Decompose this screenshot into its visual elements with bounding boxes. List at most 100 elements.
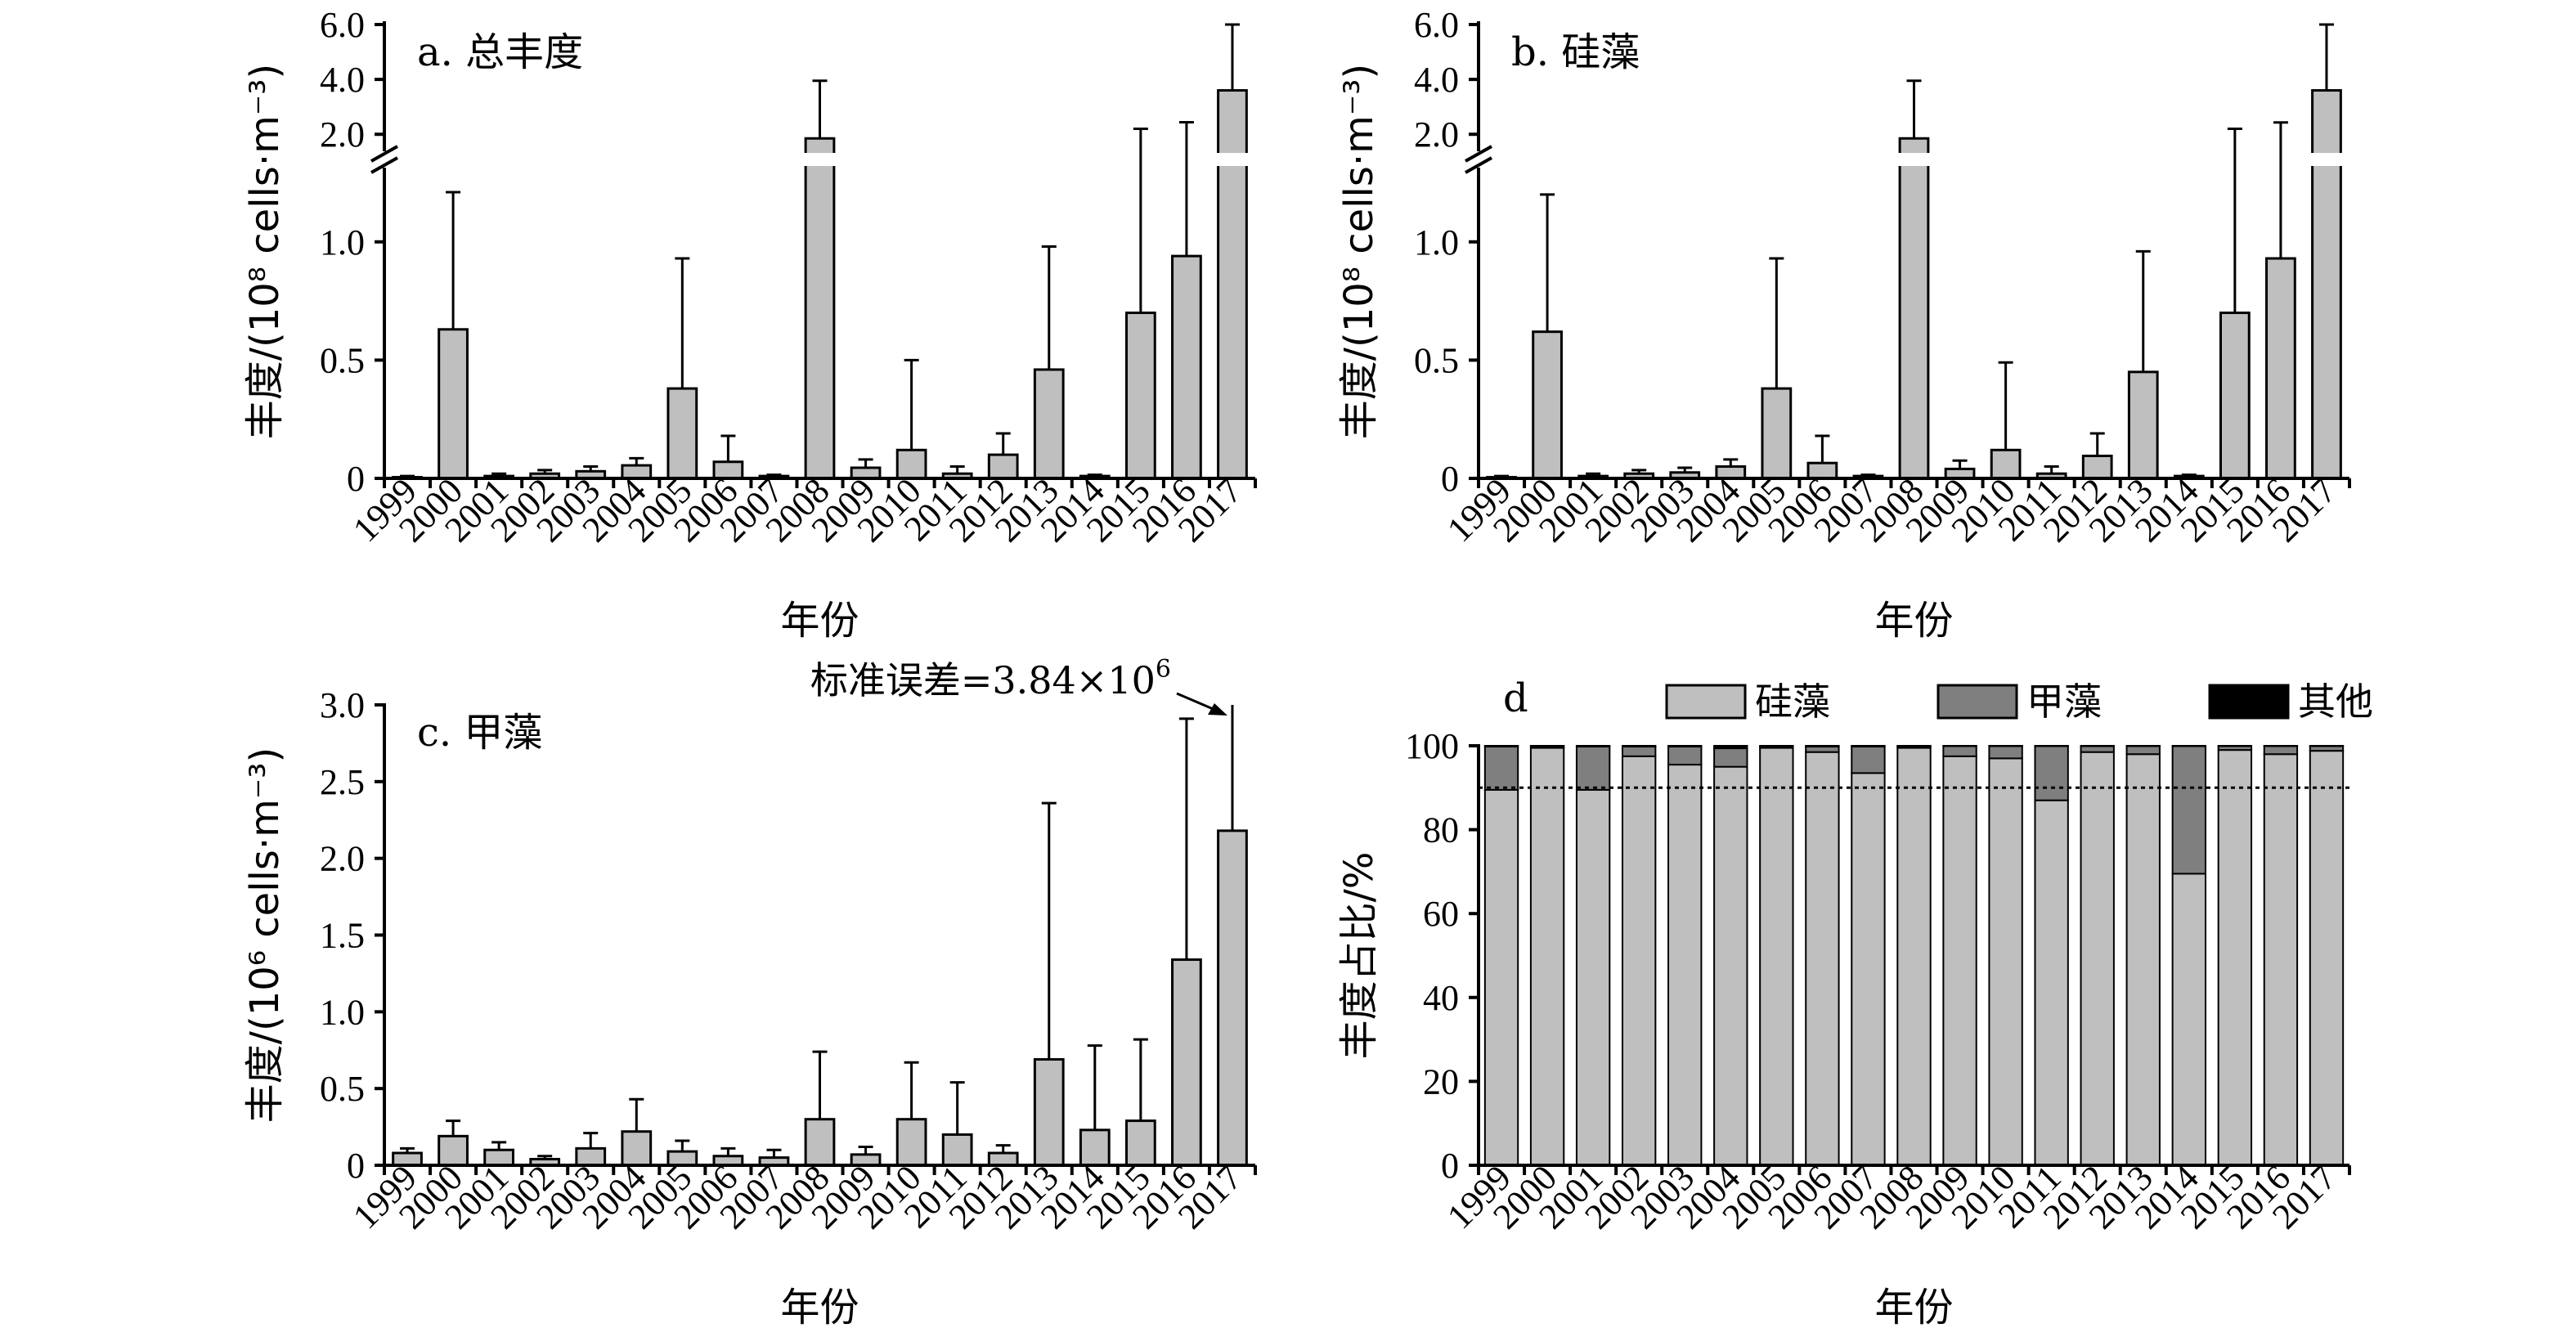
segment-硅藻-2010 bbox=[1988, 757, 2023, 1166]
bar-2000 bbox=[1532, 330, 1563, 480]
axis-break-mark bbox=[1465, 156, 1492, 174]
bar-2016 bbox=[2265, 257, 2296, 480]
segment-甲藻-2011 bbox=[2034, 745, 2069, 801]
segment-硅藻-2000 bbox=[1529, 747, 1565, 1166]
segment-其他-2004 bbox=[1713, 745, 1748, 750]
segment-甲藻-2004 bbox=[1713, 747, 1748, 768]
y-tick-label: 2.5 bbox=[320, 762, 365, 802]
x-axis-title: 年份 bbox=[780, 1285, 859, 1328]
segment-硅藻-2012 bbox=[2080, 751, 2115, 1166]
y-tick-label: 2.0 bbox=[1414, 114, 1459, 155]
panel-title: a. 总丰度 bbox=[417, 29, 583, 75]
segment-硅藻-2001 bbox=[1575, 788, 1611, 1166]
panel-b: 00.51.02.04.06.0b. 硅藻1999200020012002200… bbox=[1336, 5, 2351, 644]
y-tick-label: 100 bbox=[1405, 726, 1459, 766]
segment-硅藻-2015 bbox=[2217, 749, 2253, 1166]
segment-其他-2000 bbox=[1529, 745, 1565, 747]
segment-其他-2012 bbox=[2080, 745, 2115, 747]
segment-硅藻-2013 bbox=[2125, 753, 2161, 1166]
y-tick-label: 40 bbox=[1423, 978, 1459, 1018]
bar-2017 bbox=[1217, 89, 1248, 480]
annotation-arrowhead bbox=[1207, 703, 1227, 716]
segment-其他-2017 bbox=[2309, 745, 2345, 747]
segment-甲藻-2006 bbox=[1805, 746, 1840, 753]
panel-c: 00.51.01.52.02.53.0c. 甲藻标准误差=3.84×106199… bbox=[242, 655, 1257, 1328]
segment-其他-2010 bbox=[1988, 745, 2023, 747]
x-axis-title: 年份 bbox=[780, 598, 859, 644]
segment-甲藻-1999 bbox=[1483, 746, 1519, 791]
bar-2016 bbox=[1171, 958, 1202, 1167]
segment-硅藻-2014 bbox=[2171, 873, 2206, 1166]
legend-label-其他: 其他 bbox=[2298, 680, 2373, 724]
y-tick-label: 1.0 bbox=[320, 222, 365, 262]
y-tick-label: 6.0 bbox=[320, 5, 365, 45]
y-tick-label: 1.0 bbox=[1414, 222, 1459, 262]
bar-break-gap bbox=[1215, 153, 1250, 166]
x-axis-title: 年份 bbox=[1874, 598, 1953, 644]
segment-其他-1999 bbox=[1483, 745, 1519, 748]
axis-break-mark bbox=[1465, 145, 1492, 163]
y-tick-label: 80 bbox=[1423, 810, 1459, 850]
bar-break-gap bbox=[2309, 153, 2344, 166]
segment-硅藻-2007 bbox=[1851, 772, 1886, 1166]
segment-其他-2014 bbox=[2171, 745, 2206, 747]
bar-2015 bbox=[1124, 312, 1156, 480]
bar-2017 bbox=[1217, 829, 1248, 1167]
bar-2008 bbox=[1898, 137, 1930, 480]
y-tick-label: 60 bbox=[1423, 894, 1459, 934]
y-tick-label: 0 bbox=[1441, 459, 1459, 499]
y-tick-label: 0.5 bbox=[1414, 340, 1459, 380]
panel-title: b. 硅藻 bbox=[1511, 29, 1640, 75]
bar-2013 bbox=[2127, 370, 2159, 480]
segment-硅藻-1999 bbox=[1483, 788, 1519, 1166]
y-axis-title: 丰度/(10⁸ cells·m⁻³) bbox=[1336, 64, 1382, 439]
segment-硅藻-2017 bbox=[2309, 750, 2345, 1166]
legend-swatch-其他 bbox=[2208, 684, 2290, 720]
bar-2013 bbox=[1033, 1058, 1065, 1167]
error-annotation: 标准误差=3.84×106 bbox=[810, 655, 1171, 702]
y-tick-label: 2.0 bbox=[320, 839, 365, 879]
error-annotation-exponent: 6 bbox=[1156, 655, 1171, 684]
segment-其他-2007 bbox=[1851, 745, 1886, 748]
bar-2010 bbox=[895, 1118, 927, 1167]
panel-a: 00.51.02.04.06.0a. 总丰度199920002001200220… bbox=[242, 5, 1257, 644]
legend-swatch-硅藻 bbox=[1665, 684, 1747, 720]
segment-甲藻-2001 bbox=[1575, 746, 1611, 791]
axis-break-mark bbox=[370, 156, 398, 174]
segment-甲藻-2012 bbox=[2080, 745, 2115, 753]
axis-break-mark bbox=[370, 145, 398, 163]
segment-甲藻-2009 bbox=[1942, 745, 1977, 757]
x-axis-title: 年份 bbox=[1874, 1285, 1953, 1328]
segment-甲藻-2003 bbox=[1667, 746, 1703, 766]
bar-break-gap bbox=[1897, 153, 1931, 166]
y-tick-label: 20 bbox=[1423, 1061, 1459, 1101]
segment-硅藻-2016 bbox=[2263, 753, 2299, 1166]
segment-其他-2002 bbox=[1622, 745, 1657, 748]
segment-硅藻-2002 bbox=[1622, 755, 1657, 1166]
bar-2000 bbox=[438, 328, 469, 480]
segment-硅藻-2006 bbox=[1805, 751, 1840, 1166]
y-tick-label: 1.0 bbox=[320, 992, 365, 1032]
y-tick-label: 0 bbox=[347, 1146, 365, 1186]
segment-其他-2009 bbox=[1942, 745, 1977, 747]
panel-title: d bbox=[1503, 675, 1528, 721]
segment-甲藻-2010 bbox=[1988, 745, 2023, 760]
segment-甲藻-2014 bbox=[2171, 745, 2206, 875]
segment-硅藻-2009 bbox=[1942, 755, 1977, 1166]
segment-其他-2003 bbox=[1667, 745, 1703, 748]
segment-甲藻-2007 bbox=[1851, 746, 1886, 774]
bar-2013 bbox=[1033, 368, 1065, 480]
segment-其他-2013 bbox=[2125, 745, 2161, 747]
bar-2008 bbox=[804, 1118, 836, 1167]
bar-2005 bbox=[666, 387, 698, 480]
legend: 硅藻 甲藻 其他 bbox=[1665, 680, 2373, 724]
segment-其他-2015 bbox=[2217, 745, 2253, 747]
y-tick-label: 0.5 bbox=[320, 1069, 365, 1109]
legend-swatch-甲藻 bbox=[1936, 684, 2018, 720]
y-axis-title: 丰度/(10⁸ cells·m⁻³) bbox=[242, 64, 288, 439]
y-tick-label: 0 bbox=[1441, 1146, 1459, 1186]
y-tick-label: 4.0 bbox=[1414, 60, 1459, 100]
y-axis-title: 丰度/(10⁶ cells·m⁻³) bbox=[242, 747, 288, 1123]
